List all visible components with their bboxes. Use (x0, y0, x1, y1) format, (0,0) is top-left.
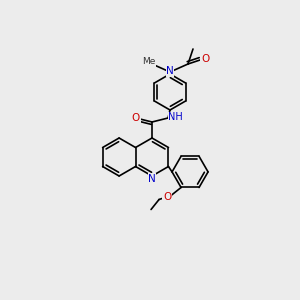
Text: O: O (132, 113, 140, 123)
Text: O: O (163, 193, 171, 202)
Text: NH: NH (168, 112, 183, 122)
Text: Me: Me (142, 58, 156, 67)
Text: O: O (201, 54, 209, 64)
Text: N: N (166, 66, 174, 76)
Text: N: N (148, 174, 156, 184)
